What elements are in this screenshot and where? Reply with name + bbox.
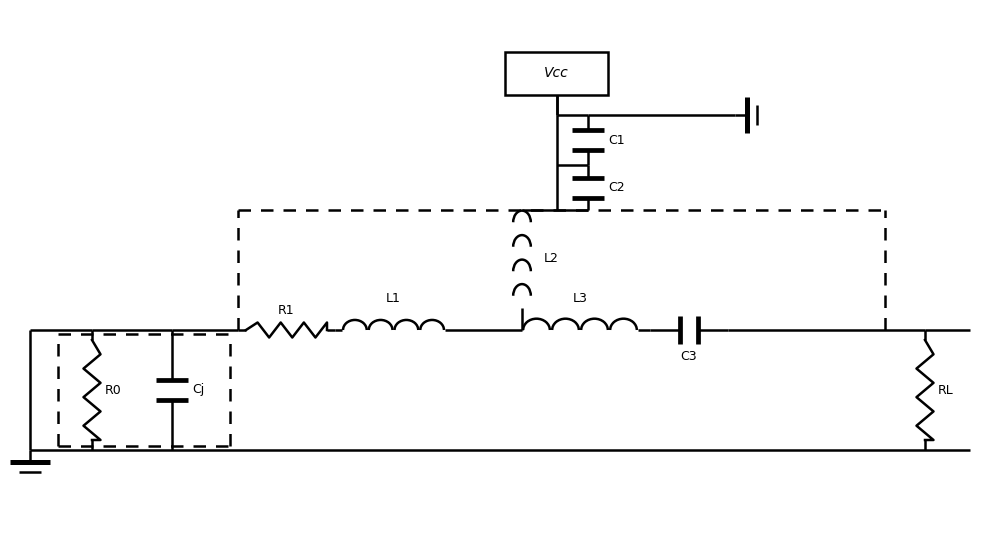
Text: RL: RL: [938, 383, 954, 397]
Text: Vcc: Vcc: [544, 67, 569, 80]
Text: L2: L2: [544, 252, 559, 266]
Text: R1: R1: [278, 304, 295, 317]
Text: Cj: Cj: [192, 383, 204, 397]
Text: C1: C1: [608, 134, 625, 146]
Text: R0: R0: [105, 383, 122, 397]
Text: L3: L3: [573, 292, 587, 305]
Text: L1: L1: [386, 292, 401, 305]
Text: C3: C3: [681, 350, 697, 363]
Text: C2: C2: [608, 181, 625, 194]
Bar: [505, 52, 608, 95]
